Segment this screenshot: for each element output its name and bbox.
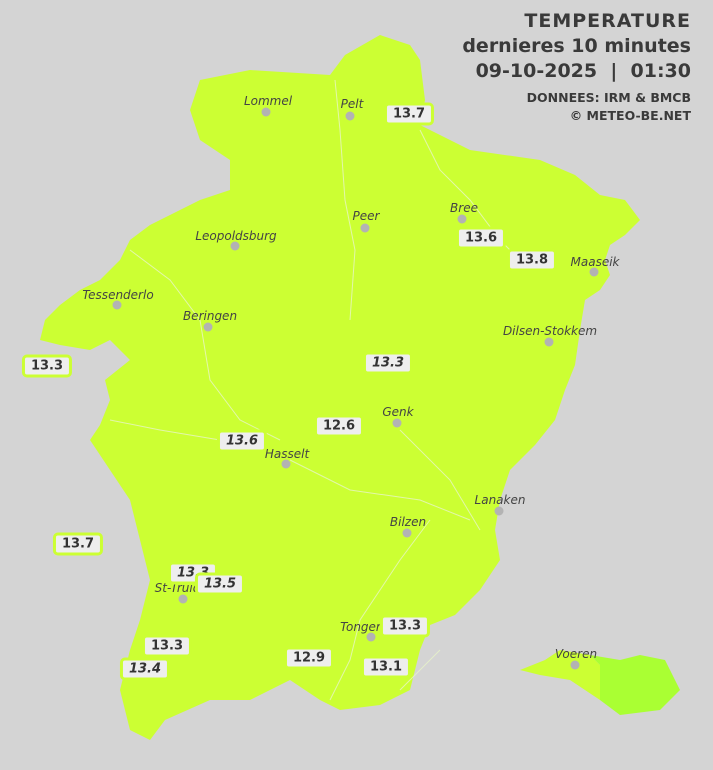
temperature-label: 13.5	[194, 572, 246, 596]
voeren-west-shape	[520, 650, 600, 700]
temperature-label: 13.4	[119, 657, 171, 681]
province-shape	[40, 35, 640, 740]
map-datetime: 09-10-2025 | 01:30	[475, 60, 691, 82]
city-label: Maaseik	[570, 255, 620, 269]
city-dot	[589, 267, 599, 277]
city-dot	[345, 111, 355, 121]
city-label: Hasselt	[264, 447, 310, 461]
city-label: Lanaken	[474, 493, 526, 507]
city-dot	[402, 528, 412, 538]
city-dot	[261, 107, 271, 117]
city-dot	[570, 660, 580, 670]
city-label: Tessenderlo	[82, 288, 154, 302]
city-dot	[230, 241, 240, 251]
temperature-label: 13.3	[362, 351, 414, 375]
city-dot	[494, 506, 504, 516]
city-label: Beringen	[182, 309, 238, 323]
city-label: Dilsen-Stokkem	[502, 324, 598, 338]
city-dot	[281, 459, 291, 469]
city-dot	[366, 632, 376, 642]
temperature-label: 13.6	[216, 429, 268, 453]
city-dot	[203, 322, 213, 332]
city-dot	[112, 300, 122, 310]
city-label: Leopoldsburg	[195, 229, 277, 243]
map-subtitle: dernieres 10 minutes	[462, 35, 691, 57]
temperature-label: 13.8	[506, 248, 558, 272]
city-label: Lommel	[243, 94, 293, 108]
temperature-label: 13.3	[379, 614, 431, 638]
temperature-label: 12.6	[313, 414, 365, 438]
temperature-label: 12.9	[283, 646, 335, 670]
temperature-label: 13.7	[383, 102, 435, 126]
city-dot	[457, 214, 467, 224]
temperature-label: 13.6	[455, 226, 507, 250]
municipal-borders	[109, 79, 521, 701]
city-dot	[360, 223, 370, 233]
city-label: Bilzen	[389, 515, 427, 529]
city-label: Bree	[450, 201, 478, 215]
temperature-label: 13.3	[21, 354, 73, 378]
city-dot	[178, 594, 188, 604]
voeren-east-shape	[590, 655, 680, 715]
data-source: DONNEES: IRM & BMCB	[526, 90, 691, 105]
city-label: Voeren	[554, 647, 598, 661]
city-dot	[392, 418, 402, 428]
city-dot	[544, 337, 554, 347]
city-label: Peer	[352, 209, 380, 223]
copyright: © METEO-BE.NET	[569, 108, 691, 123]
temperature-label: 13.3	[141, 634, 193, 658]
map-title: TEMPERATURE	[524, 10, 691, 32]
city-label: Genk	[382, 405, 414, 419]
city-label: Pelt	[340, 97, 364, 111]
temperature-label: 13.7	[52, 532, 104, 556]
temperature-label: 13.1	[360, 655, 412, 679]
